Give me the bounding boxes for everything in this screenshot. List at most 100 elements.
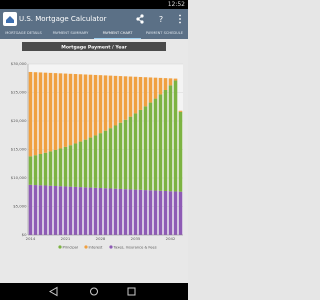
legend-label: Interest [89, 245, 103, 249]
bar-segment [53, 185, 58, 235]
bar-segment [113, 125, 118, 189]
x-tick-label: 2042 [166, 236, 176, 241]
bar-segment [163, 89, 168, 191]
bar-segment [48, 185, 53, 235]
x-tick-label: 2035 [131, 236, 141, 241]
back-button[interactable] [48, 286, 58, 297]
bar-segment [93, 74, 98, 136]
bar-segment [168, 78, 173, 86]
y-tick-label: $0 [22, 232, 27, 237]
clock: 12:52 [167, 1, 185, 8]
bar-segment [163, 190, 168, 235]
bar-segment [83, 139, 88, 188]
bar-segment [58, 148, 63, 187]
bar-segment [173, 78, 178, 81]
bar-segment [78, 187, 83, 235]
bar-segment [73, 143, 78, 187]
bar-segment [53, 149, 58, 186]
y-tick-label: $20,000 [11, 118, 27, 123]
bar-segment [103, 75, 108, 131]
bar-segment [148, 102, 153, 191]
y-tick-label: $5,000 [13, 204, 27, 209]
bar-segment [78, 74, 83, 142]
y-tick-label: $15,000 [11, 147, 27, 152]
bar-segment [98, 133, 103, 189]
x-tick-label: 2014 [26, 236, 36, 241]
home-button[interactable] [90, 287, 98, 296]
tab[interactable]: PAYMENT SUMMARY [52, 31, 89, 35]
bar-segment [63, 146, 68, 187]
app-icon [3, 12, 17, 26]
bar-segment [48, 72, 53, 152]
bar-segment [128, 189, 133, 235]
bar-segment [178, 111, 183, 192]
bar-segment [38, 154, 43, 186]
bar-segment [108, 188, 113, 235]
bar-segment [43, 185, 48, 235]
bar-segment [28, 156, 33, 185]
bar-segment [118, 76, 123, 123]
bar-segment [143, 190, 148, 235]
action-icons[interactable]: ? [128, 9, 188, 29]
y-tick-label: $10,000 [11, 175, 27, 180]
tab[interactable]: MORTGAGE DETAILS [5, 31, 42, 35]
bar-segment [78, 141, 83, 188]
bar-segment [143, 77, 148, 107]
bar-segment [58, 73, 63, 149]
bar-segment [43, 152, 48, 186]
bar-segment [38, 72, 43, 155]
tab-selected[interactable]: PAYMENT CHART [94, 29, 141, 39]
y-tick-label: $25,000 [11, 90, 27, 95]
bar-segment [28, 184, 33, 235]
bar-segment [88, 74, 93, 138]
bar-segment [118, 122, 123, 189]
bar-segment [83, 187, 88, 235]
tab[interactable]: PAYMENT SCHEDULE [145, 31, 184, 35]
bar-segment [113, 75, 118, 126]
chart: Mortgage Payment / Year $0 $5,000 $10,000 $… [0, 39, 188, 283]
bar-segment [103, 130, 108, 189]
bar-segment [108, 75, 113, 129]
bar-segment [68, 186, 73, 235]
bar-segment [73, 74, 78, 144]
bar-segment [138, 189, 143, 235]
bar-segment [128, 116, 133, 190]
bar-segment [93, 187, 98, 235]
bar-segment [108, 128, 113, 189]
bar-segment [133, 189, 138, 235]
recents-button[interactable] [127, 287, 136, 296]
screen: 12:52 U.S. Mortgage Calculator ? MORTGAG… [0, 0, 188, 300]
bar-segment [123, 119, 128, 190]
app-title: U.S. Mortgage Calculator [19, 15, 107, 23]
bar-segment [63, 186, 68, 235]
bar-segment [118, 188, 123, 235]
bar-segment [178, 110, 183, 112]
bar-segment [158, 190, 163, 235]
bar-segment [153, 77, 158, 99]
bar-segment [168, 191, 173, 235]
y-tick-label: $30,000 [11, 61, 27, 66]
bar-segment [168, 85, 173, 192]
bar-segment [133, 76, 138, 114]
chart-title: Mortgage Payment / Year [61, 44, 127, 50]
bar-segment [173, 80, 178, 192]
bar-segment [98, 75, 103, 134]
bar-segment [53, 73, 58, 150]
bar-segment [178, 191, 183, 235]
bar-segment [28, 71, 33, 157]
bar-segment [88, 137, 93, 188]
bar-segment [73, 186, 78, 235]
bar-segment [138, 109, 143, 190]
bar-segment [33, 185, 38, 235]
bar-segment [98, 188, 103, 235]
nav-bar [0, 283, 188, 300]
app-bar: U.S. Mortgage Calculator ? [0, 9, 188, 29]
bar-segment [148, 190, 153, 235]
bar-segment [88, 187, 93, 235]
bar-segment [123, 76, 128, 120]
bar-segment [58, 186, 63, 235]
bar-segment [68, 73, 73, 146]
legend-swatch [109, 245, 113, 249]
svg-text:?: ? [159, 15, 163, 24]
bar-segment [93, 135, 98, 188]
